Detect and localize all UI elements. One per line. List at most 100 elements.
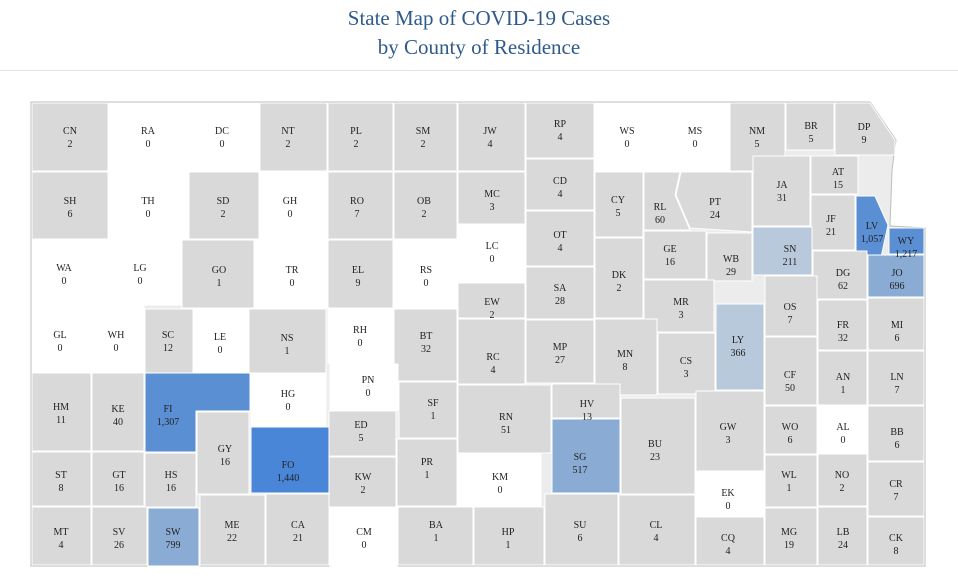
county-shape[interactable] [594,237,644,319]
county-shape[interactable] [834,102,896,156]
county-shape[interactable] [398,381,458,439]
county-pn[interactable] [329,363,399,411]
county-hv[interactable] [551,383,621,419]
county-ek[interactable] [695,471,765,517]
county-hg[interactable] [250,373,327,427]
county-shape[interactable] [457,171,526,225]
county-gy[interactable] [196,411,250,495]
county-shape[interactable] [181,239,255,309]
county-mi[interactable] [867,297,925,351]
county-rs[interactable] [393,239,458,309]
county-shape[interactable] [147,507,200,567]
county-shape[interactable] [457,453,542,507]
county-dc[interactable] [188,102,260,172]
county-shape[interactable] [457,282,526,319]
county-sm[interactable] [393,102,458,172]
county-pr[interactable] [396,438,458,507]
county-wo[interactable] [764,405,818,455]
county-shape[interactable] [675,171,753,233]
county-ly[interactable] [715,303,765,391]
county-rn[interactable] [457,384,552,454]
county-shape[interactable] [396,438,458,507]
county-cd[interactable] [525,158,595,211]
county-shape[interactable] [199,494,266,566]
county-jo[interactable] [867,254,925,298]
county-cn[interactable] [31,102,109,172]
county-ba[interactable] [397,506,474,566]
county-shape[interactable] [31,102,109,172]
county-su[interactable] [544,493,619,566]
county-shape[interactable] [457,102,526,172]
county-fi[interactable] [144,372,251,453]
county-shape[interactable] [817,405,868,454]
county-wh[interactable] [98,305,145,373]
county-lg[interactable] [98,239,182,306]
county-shape[interactable] [144,308,194,374]
county-shape[interactable] [31,451,92,507]
county-ws[interactable] [594,102,661,172]
county-gw[interactable] [695,390,765,472]
county-shape[interactable] [706,232,753,282]
county-hs[interactable] [144,452,197,508]
county-shape[interactable] [764,275,818,337]
county-shape[interactable] [867,461,925,517]
county-sc[interactable] [144,308,194,374]
county-shape[interactable] [643,279,715,333]
county-shape[interactable] [660,102,730,172]
county-ew[interactable] [457,282,526,319]
county-bt[interactable] [393,308,458,382]
county-shape[interactable] [108,102,189,172]
county-wb[interactable] [706,232,753,282]
county-shape[interactable] [473,506,545,566]
county-cq[interactable] [695,516,765,566]
county-mr[interactable] [643,279,715,333]
county-shape[interactable] [764,454,818,508]
county-rc[interactable] [457,318,526,385]
county-wl[interactable] [764,454,818,508]
county-shape[interactable] [551,418,621,494]
county-shape[interactable] [31,506,92,566]
county-an[interactable] [817,350,868,406]
county-cl[interactable] [618,494,696,566]
county-shape[interactable] [196,411,250,495]
county-shape[interactable] [888,227,925,255]
county-shape[interactable] [525,210,595,267]
county-tr[interactable] [254,239,328,309]
county-ra[interactable] [108,102,189,172]
county-al[interactable] [817,405,868,454]
county-cr[interactable] [867,461,925,517]
county-shape[interactable] [108,171,189,240]
county-shape[interactable] [715,303,765,391]
county-pt[interactable] [675,171,753,233]
county-hm[interactable] [31,372,92,452]
county-shape[interactable] [695,516,765,566]
county-shape[interactable] [31,372,92,452]
county-shape[interactable] [31,305,99,373]
county-shape[interactable] [544,493,619,566]
county-shape[interactable] [327,171,394,240]
county-shape[interactable] [248,308,327,374]
county-fr[interactable] [817,299,868,351]
county-shape[interactable] [764,507,818,566]
county-shape[interactable] [254,239,328,309]
county-shape[interactable] [457,224,526,283]
county-shape[interactable] [594,318,658,396]
county-ns[interactable] [248,308,327,374]
county-shape[interactable] [764,405,818,455]
county-ro[interactable] [327,171,394,240]
county-shape[interactable] [91,506,148,566]
county-shape[interactable] [618,494,696,566]
county-shape[interactable] [525,158,595,211]
county-shape[interactable] [327,239,394,309]
county-shape[interactable] [393,102,458,172]
county-th[interactable] [108,171,189,240]
county-shape[interactable] [393,308,458,382]
county-go[interactable] [181,239,255,309]
county-shape[interactable] [817,350,868,406]
county-shape[interactable] [785,102,835,151]
county-lb[interactable] [817,506,868,566]
county-sg[interactable] [551,418,621,494]
county-shape[interactable] [810,155,859,195]
county-pl[interactable] [327,102,394,172]
county-sf[interactable] [398,381,458,439]
